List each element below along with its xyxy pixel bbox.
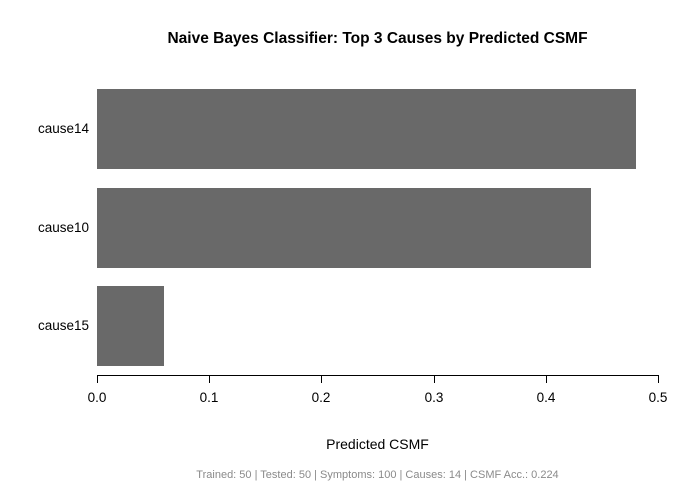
x-tick-label: 0.2 (311, 390, 331, 405)
y-axis-label: cause15 (37, 318, 89, 333)
x-tick-label: 0.3 (424, 390, 444, 405)
x-tick-label: 0.5 (648, 390, 668, 405)
x-axis-line (97, 375, 659, 376)
x-tick (434, 376, 435, 383)
bar (97, 286, 164, 366)
x-tick (658, 376, 659, 383)
x-tick (97, 376, 98, 383)
x-tick-label: 0.0 (87, 390, 107, 405)
footer-caption: Trained: 50 | Tested: 50 | Symptoms: 100… (196, 469, 559, 481)
x-tick (321, 376, 322, 383)
x-tick-label: 0.4 (536, 390, 556, 405)
x-tick (546, 376, 547, 383)
bar (97, 89, 636, 169)
y-axis-label: cause10 (37, 220, 89, 235)
bar (97, 188, 591, 268)
x-axis-title: Predicted CSMF (326, 436, 429, 452)
x-tick-label: 0.1 (199, 390, 219, 405)
x-tick (209, 376, 210, 383)
y-axis-label: cause14 (37, 121, 89, 136)
chart-title: Naive Bayes Classifier: Top 3 Causes by … (167, 30, 588, 47)
